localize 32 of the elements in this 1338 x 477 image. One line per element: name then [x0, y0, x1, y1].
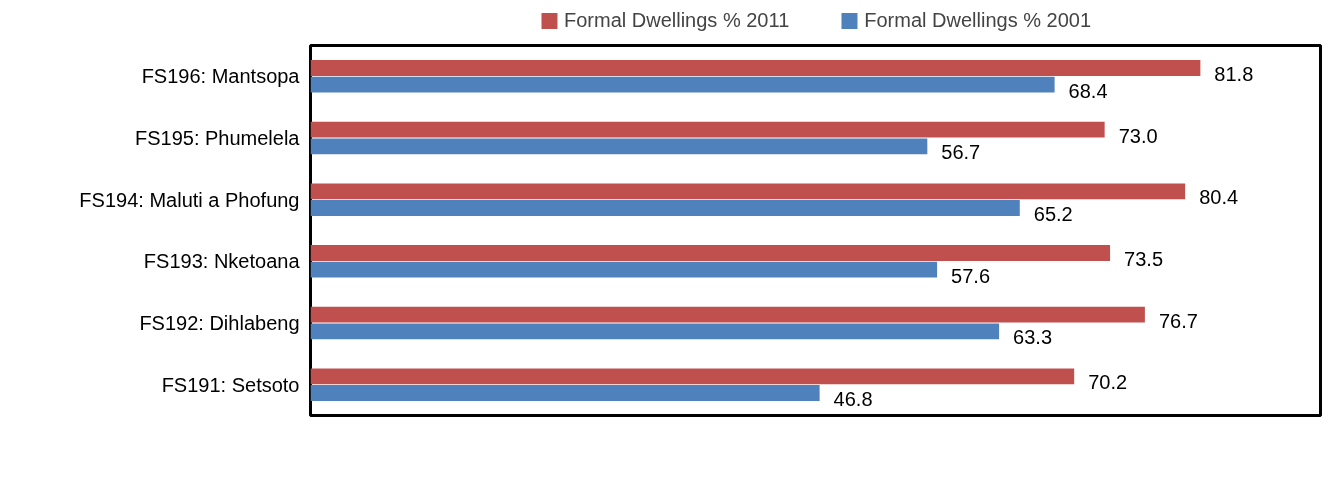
- legend-label: Formal Dwellings % 2001: [864, 8, 1092, 32]
- data-label: 56.7: [941, 141, 981, 164]
- data-label: 81.8: [1214, 63, 1254, 86]
- data-label: 70.2: [1088, 371, 1128, 394]
- data-label: 73.5: [1124, 248, 1164, 271]
- bar: [310, 368, 1075, 385]
- bar: [310, 121, 1105, 138]
- data-label: 65.2: [1033, 202, 1073, 225]
- bar: [310, 138, 928, 155]
- bar: [310, 76, 1055, 93]
- y-tick-label: FS195: Phumelela: [134, 127, 301, 149]
- bar: [310, 183, 1186, 200]
- bar: [310, 60, 1201, 76]
- bar: [310, 385, 820, 401]
- bar: [310, 261, 938, 278]
- bar: [310, 200, 1020, 216]
- data-label: 63.3: [1013, 326, 1053, 349]
- data-label: 57.6: [951, 264, 991, 287]
- legend-label: Formal Dwellings % 2011: [563, 8, 790, 32]
- bar: [310, 323, 1000, 340]
- data-label: 68.4: [1068, 79, 1108, 102]
- bar: [310, 306, 1145, 323]
- y-tick-label: FS191: Setsoto: [161, 373, 300, 396]
- data-label: 73.0: [1118, 124, 1158, 147]
- data-label: 76.7: [1158, 309, 1198, 332]
- y-tick-label: FS196: Mantsopa: [141, 65, 301, 88]
- data-label: 46.8: [833, 387, 873, 410]
- bar: [310, 245, 1111, 261]
- y-tick-label: FS194: Maluti a Phofung: [79, 188, 300, 211]
- y-tick-label: FS192: Dihlabeng: [139, 312, 300, 334]
- data-label: 80.4: [1199, 186, 1239, 209]
- y-tick-label: FS193: Nketoana: [143, 250, 301, 273]
